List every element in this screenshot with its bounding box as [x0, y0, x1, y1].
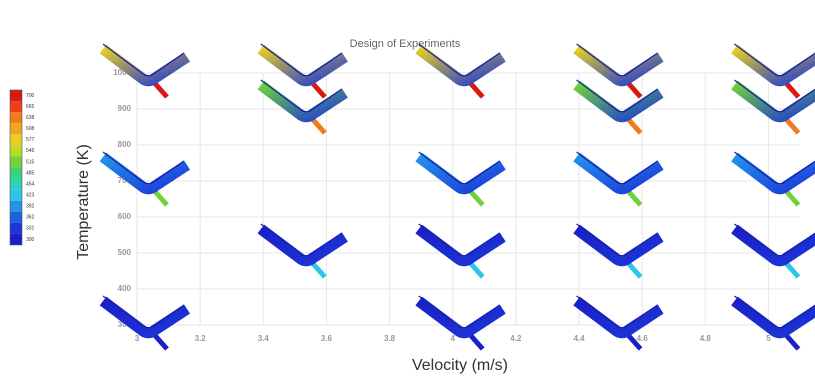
pipe-marker: [734, 224, 815, 277]
y-tick-label: 400: [118, 284, 132, 293]
pipe-marker: [734, 80, 815, 133]
colorbar-label: 362: [26, 215, 35, 221]
colorbar-label: 577: [26, 137, 35, 143]
colorbar-swatch: [10, 201, 22, 212]
colorbar-swatch: [10, 179, 22, 190]
x-tick-label: 5: [766, 334, 771, 343]
colorbar-label: 608: [26, 126, 35, 132]
colorbar-label: 546: [26, 148, 35, 154]
colorbar-swatch: [10, 123, 22, 134]
pipe-marker: [577, 296, 661, 349]
pipe-marker: [577, 224, 661, 277]
colorbar-swatch: [10, 234, 22, 245]
x-tick-label: 4.8: [700, 334, 712, 343]
y-axis-label: Temperature (K): [75, 144, 92, 260]
pipe-marker: [103, 152, 187, 205]
pipe-marker: [734, 296, 815, 349]
colorbar-swatch: [10, 223, 22, 234]
y-tick-label: 600: [118, 212, 132, 221]
y-tick-label: 500: [118, 248, 132, 257]
colorbar-label: 454: [26, 181, 35, 187]
colorbar-swatch: [10, 112, 22, 123]
x-tick-label: 4.4: [573, 334, 585, 343]
x-tick-label: 3: [135, 334, 140, 343]
colorbar-swatch: [10, 156, 22, 167]
colorbar-label: 700: [26, 93, 35, 99]
x-tick-label: 3.4: [258, 334, 270, 343]
x-tick-label: 3.2: [195, 334, 207, 343]
y-tick-label: 800: [118, 140, 132, 149]
pipe-marker: [103, 296, 187, 349]
colorbar-label: 515: [26, 159, 35, 165]
pipe-marker: [419, 44, 503, 97]
pipe-marker: [419, 224, 503, 277]
colorbar-label: 485: [26, 170, 35, 176]
x-tick-label: 4.2: [510, 334, 522, 343]
chart: Design of Experiments Velocity (m/s) Tem…: [0, 0, 815, 378]
colorbar-swatch: [10, 190, 22, 201]
colorbar-swatch: [10, 90, 22, 101]
pipe-marker: [419, 152, 503, 205]
pipe-marker: [577, 152, 661, 205]
y-tick-label: 900: [118, 104, 132, 113]
chart-title: Design of Experiments: [350, 38, 461, 50]
x-tick-label: 3.8: [384, 334, 396, 343]
colorbar-swatch: [10, 145, 22, 156]
colorbar-swatch: [10, 168, 22, 179]
colorbar-label: 300: [26, 237, 35, 243]
x-tick-label: 3.6: [321, 334, 333, 343]
pipe-marker: [419, 296, 503, 349]
pipe-marker: [261, 224, 345, 277]
x-tick-label: 4: [450, 334, 455, 343]
pipe-marker: [261, 80, 345, 133]
colorbar-label: 392: [26, 204, 35, 210]
pipe-marker: [734, 152, 815, 205]
colorbar-label: 665: [26, 104, 35, 110]
pipe-marker: [577, 80, 661, 133]
colorbar-swatch: [10, 212, 22, 223]
x-tick-label: 4.6: [637, 334, 649, 343]
colorbar-label: 638: [26, 115, 35, 121]
x-axis-label: Velocity (m/s): [412, 357, 508, 374]
colorbar-swatch: [10, 101, 22, 112]
colorbar-label: 423: [26, 193, 35, 199]
colorbar-label: 331: [26, 226, 35, 232]
colorbar-swatch: [10, 134, 22, 145]
